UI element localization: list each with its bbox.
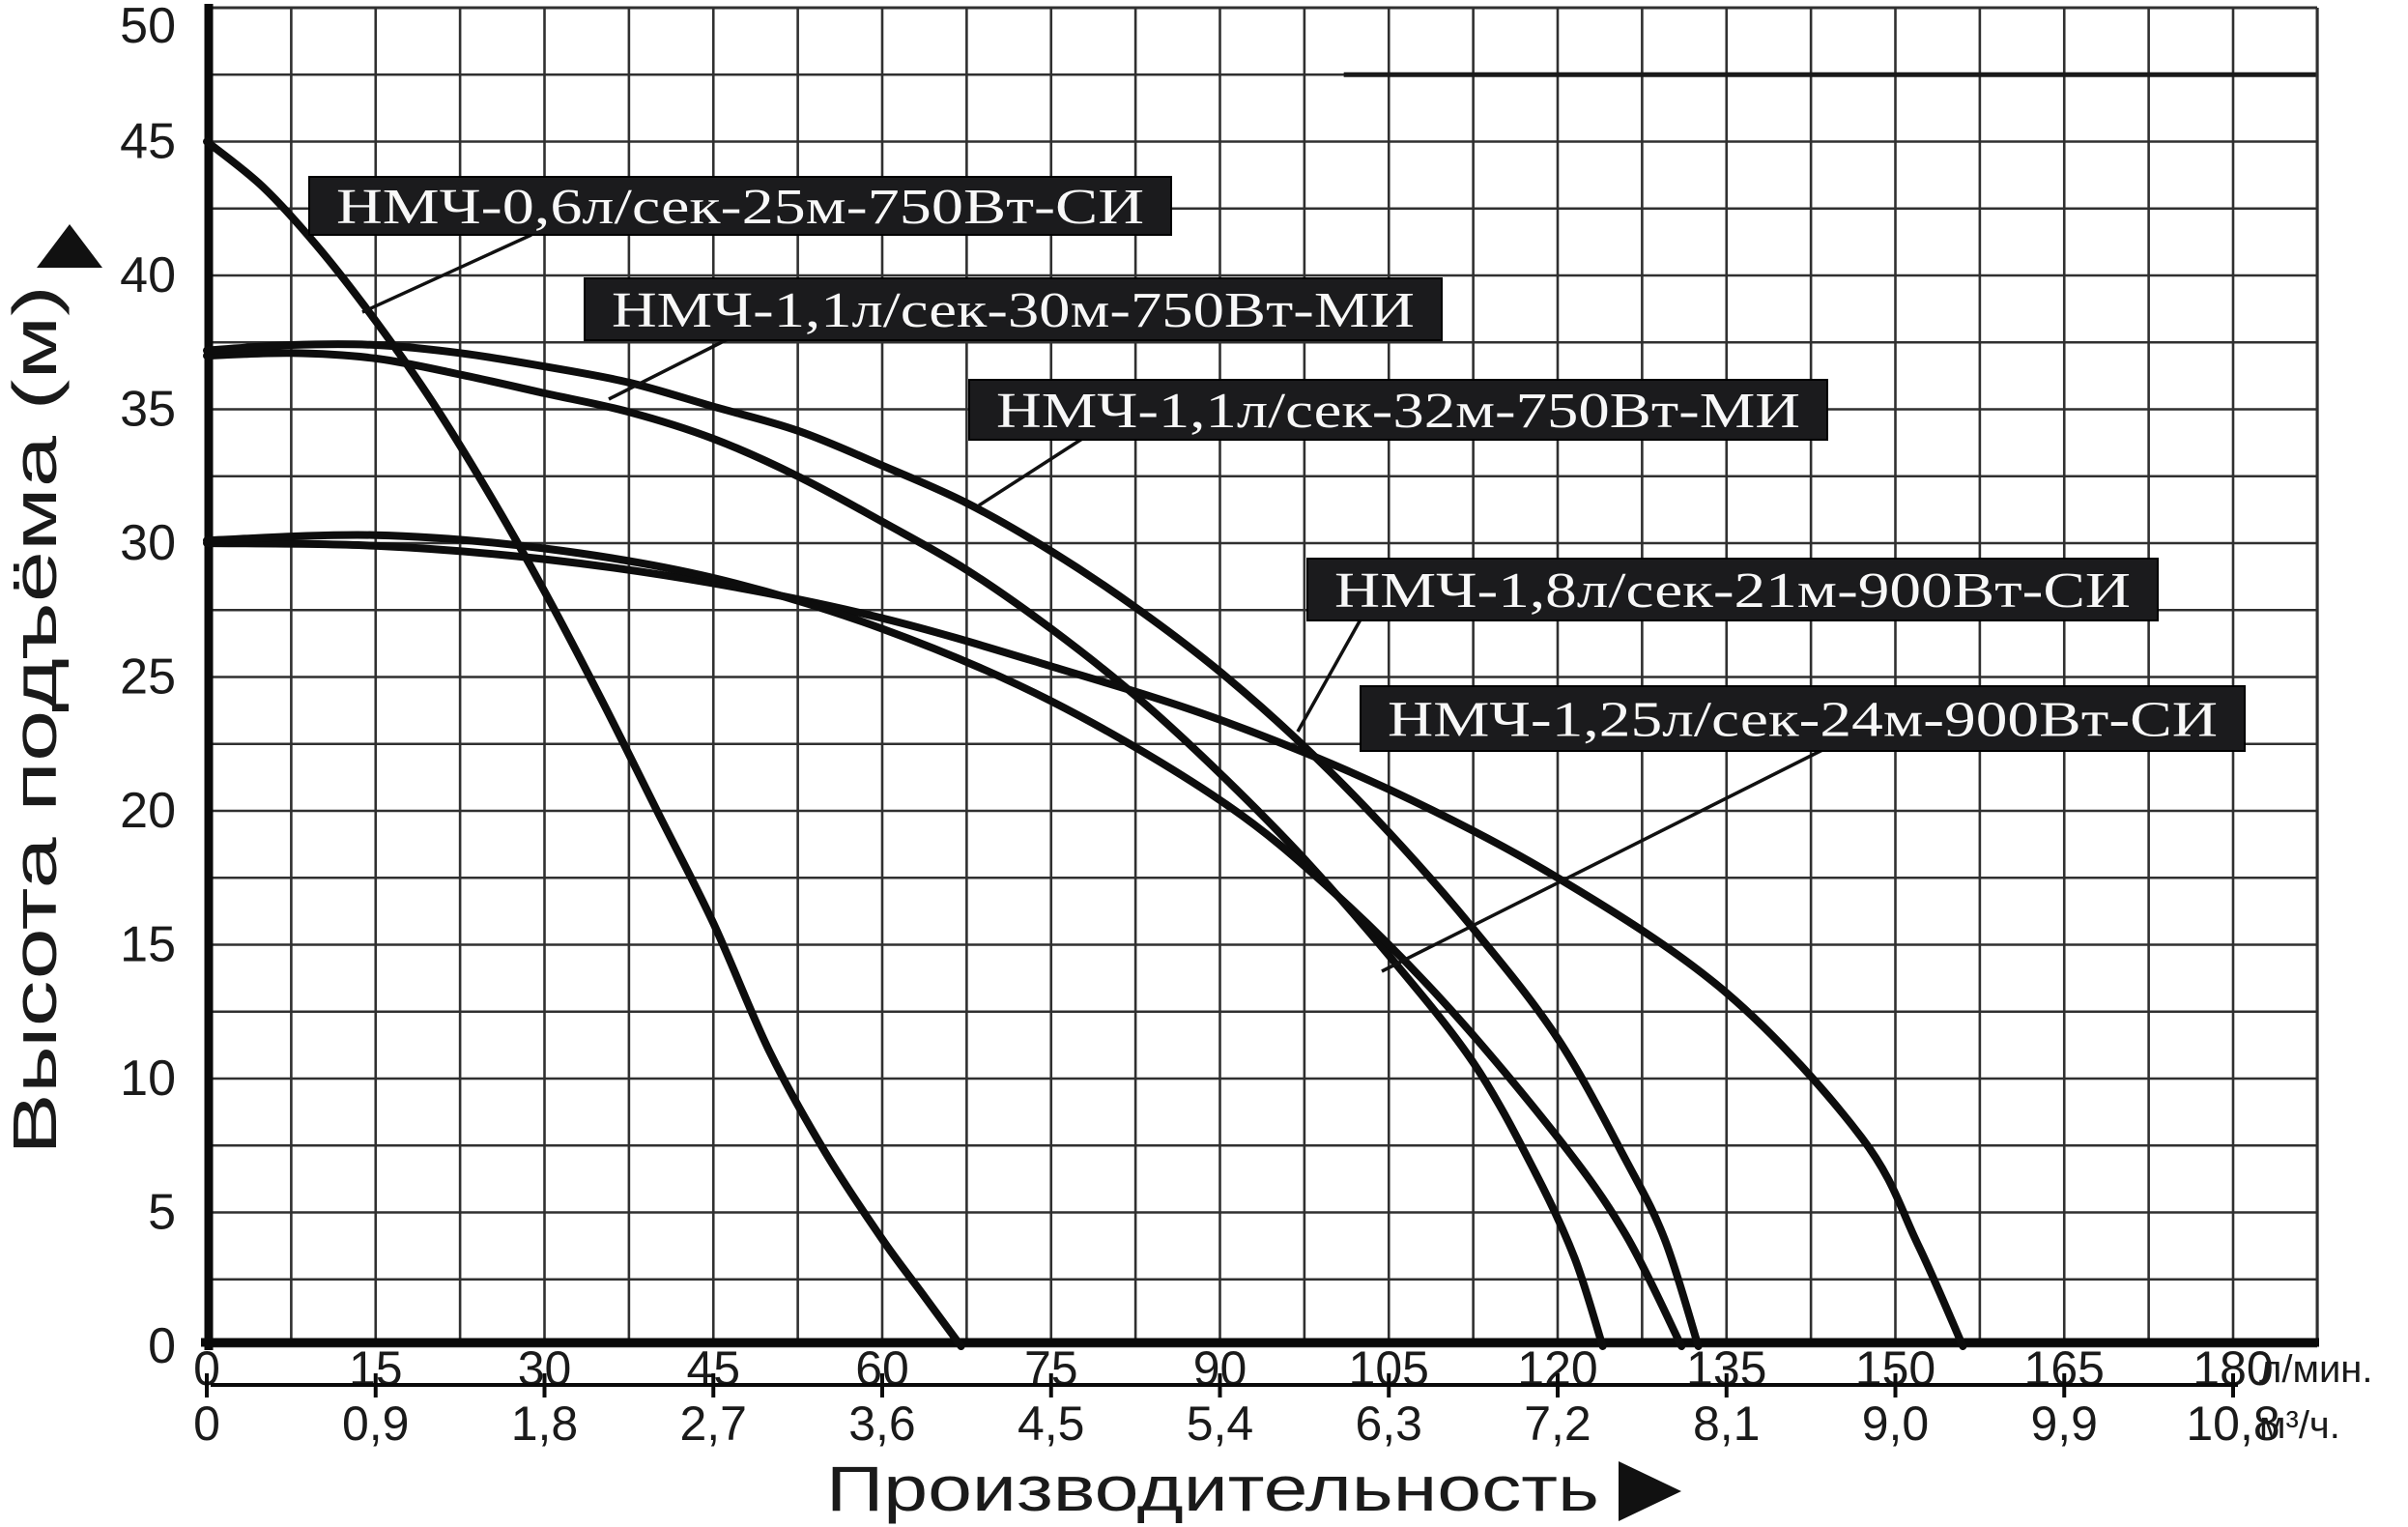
y-tick-label: 0 [148, 1318, 176, 1374]
pump-curve-2 [203, 340, 1703, 1350]
curve-label-box [1306, 558, 2159, 621]
curve-label-text: НМЧ-0,6л/сек-25м-750Вт-СИ [336, 180, 1144, 235]
curve-label-text: НМЧ-1,8л/сек-21м-900Вт-СИ [1334, 563, 2131, 619]
curve-label-box [968, 379, 1828, 441]
x-tick-label-m3h: 4,5 [1018, 1397, 1085, 1451]
y-tick-label: 25 [120, 649, 176, 706]
curve-label-box [584, 277, 1443, 341]
x-tick-label-m3h: 0 [193, 1397, 220, 1451]
x-axis-unit-lmin: л/мин. [2259, 1348, 2373, 1391]
x-tick-label-m3h: 2,7 [679, 1397, 747, 1451]
y-axis-title: Высота подъёма (м) [0, 285, 70, 1155]
x-tick-label-m3h: 7,2 [1524, 1397, 1591, 1451]
x-tick-label-m3h: 9,9 [2030, 1397, 2098, 1451]
x-tick-label-m3h: 9,0 [1862, 1397, 1930, 1451]
curve-label-box [1360, 685, 2246, 752]
x-tick-label-m3h: 8,1 [1693, 1397, 1761, 1451]
x-axis-unit-m3h: м³/ч. [2259, 1404, 2340, 1447]
pump-curve-1 [203, 349, 1607, 1350]
pump-curve-4 [203, 531, 1686, 1350]
y-tick-label: 40 [120, 247, 176, 303]
label-leader-line-2 [978, 437, 1083, 507]
x-tick-label-m3h: 3,6 [848, 1397, 916, 1451]
label-leader-line-1 [608, 337, 729, 401]
y-tick-label: 45 [120, 114, 176, 170]
y-axis-arrow-icon [37, 224, 102, 268]
curve-label-3: НМЧ-1,8л/сек-21м-900Вт-СИ [1306, 558, 2159, 621]
curve-label-text: НМЧ-1,1л/сек-32м-750Вт-МИ [996, 384, 1800, 439]
x-axis-title: Производительность [826, 1453, 1599, 1524]
y-tick-label: 10 [120, 1051, 176, 1107]
label-leader-line-0 [361, 233, 532, 314]
label-leader-line-3 [1296, 619, 1362, 733]
x-axis-arrow-icon [1619, 1461, 1681, 1521]
x-tick-label-m3h: 5,4 [1187, 1397, 1254, 1451]
pump-curve-0 [203, 137, 965, 1350]
y-tick-label: 5 [148, 1185, 176, 1241]
curve-label-1: НМЧ-1,1л/сек-30м-750Вт-МИ [584, 277, 1443, 341]
curve-label-box [308, 176, 1172, 236]
curve-label-2: НМЧ-1,1л/сек-32м-750Вт-МИ [968, 379, 1828, 441]
curve-label-0: НМЧ-0,6л/сек-25м-750Вт-СИ [308, 176, 1172, 236]
curve-label-text: НМЧ-1,25л/сек-24м-900Вт-СИ [1388, 693, 2218, 748]
pump-curves [203, 137, 1967, 1350]
pump-curve-3 [203, 539, 1967, 1350]
curve-label-text: НМЧ-1,1л/сек-30м-750Вт-МИ [612, 283, 1415, 338]
curve-label-4: НМЧ-1,25л/сек-24м-900Вт-СИ [1360, 685, 2246, 752]
y-tick-label: 15 [120, 917, 176, 973]
y-tick-label: 20 [120, 783, 176, 839]
x-tick-label-m3h: 6,3 [1355, 1397, 1422, 1451]
label-leader-line-4 [1381, 748, 1823, 973]
x-tick-label-m3h: 0,9 [342, 1397, 410, 1451]
x-tick-label-m3h: 10,8 [2186, 1397, 2279, 1451]
y-tick-label: 50 [120, 0, 176, 54]
x-tick-label-m3h: 1,8 [511, 1397, 579, 1451]
y-tick-label: 30 [120, 515, 176, 571]
y-tick-label: 35 [120, 382, 176, 438]
